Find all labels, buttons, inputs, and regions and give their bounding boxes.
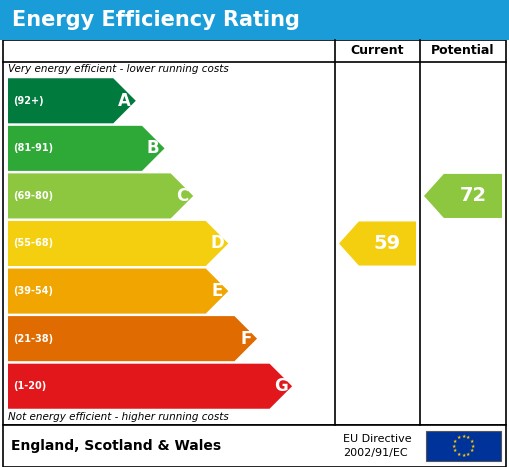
Text: Not energy efficient - higher running costs: Not energy efficient - higher running co…: [8, 412, 229, 423]
Text: Energy Efficiency Rating: Energy Efficiency Rating: [12, 10, 300, 30]
Polygon shape: [339, 221, 416, 266]
Text: ★: ★: [461, 453, 466, 458]
Polygon shape: [424, 174, 502, 218]
Polygon shape: [8, 364, 292, 409]
Text: D: D: [210, 234, 224, 253]
Polygon shape: [8, 316, 257, 361]
Text: ★: ★: [453, 448, 458, 453]
Text: ★: ★: [451, 444, 456, 448]
Text: England, Scotland & Wales: England, Scotland & Wales: [11, 439, 221, 453]
Bar: [3, 40, 506, 425]
Text: ★: ★: [453, 439, 458, 444]
Text: ★: ★: [466, 435, 470, 440]
Text: 72: 72: [459, 186, 487, 205]
Text: ★: ★: [470, 439, 474, 444]
Polygon shape: [8, 269, 229, 314]
Text: (55-68): (55-68): [13, 239, 53, 248]
Text: ★: ★: [471, 444, 475, 448]
Text: (81-91): (81-91): [13, 143, 53, 153]
Text: A: A: [118, 92, 131, 110]
Text: Current: Current: [351, 44, 404, 57]
Text: (1-20): (1-20): [13, 381, 46, 391]
Bar: [426, 431, 501, 461]
Text: F: F: [240, 330, 251, 347]
Polygon shape: [8, 126, 164, 171]
Text: 59: 59: [374, 234, 401, 253]
Text: E: E: [211, 282, 223, 300]
Bar: [3, 425, 506, 467]
Text: ★: ★: [470, 448, 474, 453]
Polygon shape: [8, 221, 229, 266]
Text: ★: ★: [461, 434, 466, 439]
Text: C: C: [176, 187, 188, 205]
Text: ★: ★: [457, 452, 461, 457]
Text: Very energy efficient - lower running costs: Very energy efficient - lower running co…: [8, 64, 229, 75]
Text: B: B: [147, 139, 159, 157]
Text: Potential: Potential: [431, 44, 495, 57]
Text: EU Directive
2002/91/EC: EU Directive 2002/91/EC: [343, 434, 412, 458]
Polygon shape: [8, 78, 136, 123]
Text: ★: ★: [457, 435, 461, 440]
Text: (21-38): (21-38): [13, 333, 53, 344]
Bar: [0, 0, 509, 40]
Text: G: G: [274, 377, 288, 395]
Text: (69-80): (69-80): [13, 191, 53, 201]
Text: ★: ★: [466, 452, 470, 457]
Text: (92+): (92+): [13, 96, 44, 106]
Polygon shape: [8, 173, 193, 219]
Text: (39-54): (39-54): [13, 286, 53, 296]
